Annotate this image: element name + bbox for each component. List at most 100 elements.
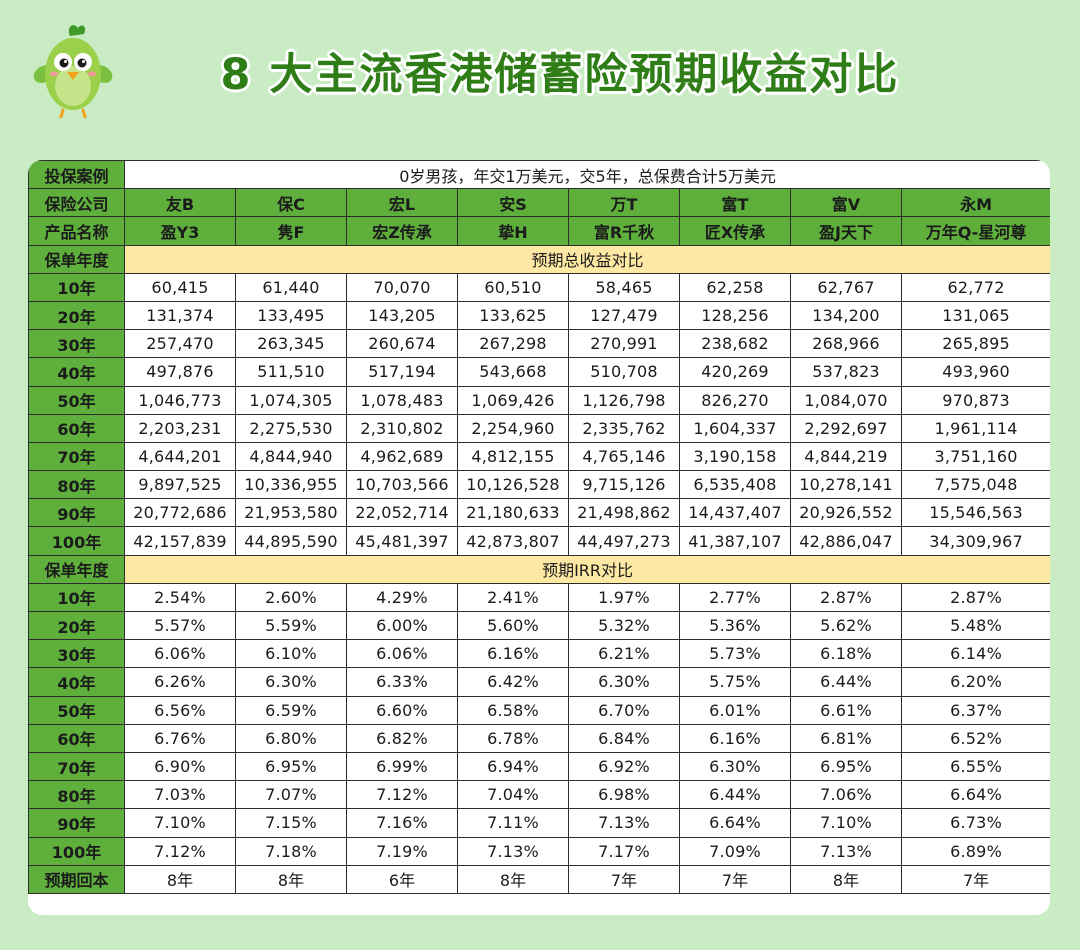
value-cell: 7.03% [124,780,236,810]
value-cell: 6.06% [346,639,458,669]
value-cell: 6.52% [900,723,1050,753]
total-section-header: 保单年度 预期总收益对比 [28,244,1050,274]
value-cell-highlight: 270,991 [568,329,680,359]
value-cell: 497,876 [124,357,236,387]
value-cell: 6.64% [900,780,1050,810]
year-cell: 90年 [28,498,125,528]
value-cell: 268,966 [790,329,902,359]
value-cell: 7.18% [235,836,347,866]
value-cell: 7.06% [790,780,902,810]
value-cell: 6.82% [346,723,458,753]
value-cell: 6.26% [124,667,236,697]
payback-cell: 7年 [568,864,680,894]
value-cell: 5.75% [679,667,791,697]
total-return-row: 70年 4,644,201 4,844,940 4,962,689 4,812,155 4… [28,441,1050,472]
irr-section-title: 预期IRR对比 [123,554,1050,584]
value-cell-highlight: 6.70% [568,695,680,725]
company-name: 宏L [346,188,458,218]
payback-row: 预期回本 8年 8年 6年 8年 7年 7年 8年 7年 [28,864,1050,894]
company-label: 保险公司 [28,188,125,218]
company-name: 富V [790,188,902,218]
total-return-row: 20年 131,374 133,495 143,205 133,625 127,479 12… [28,300,1050,331]
year-cell: 50年 [28,385,125,415]
year-cell: 50年 [28,695,125,725]
value-cell: 265,895 [900,329,1050,359]
value-cell: 6.58% [457,695,569,725]
value-cell: 1,604,337 [679,413,791,443]
value-cell: 7.07% [235,780,347,810]
year-cell: 40年 [28,357,125,387]
value-cell: 134,200 [790,300,902,331]
value-cell: 6.44% [679,780,791,810]
year-cell: 100年 [28,526,125,556]
irr-row: 80年 7.03% 7.07% 7.12% 7.04% 6.98% 6.44% 7.06% 6.… [28,780,1050,810]
value-cell: 2,254,960 [457,413,569,443]
value-cell: 6.95% [790,751,902,782]
value-cell: 2.77% [679,582,791,613]
year-cell: 80年 [28,780,125,810]
irr-row: 60年 6.76% 6.80% 6.82% 6.78% 6.84% 6.16% 6.81% 6.… [28,723,1050,753]
value-cell-highlight: 7.16% [346,808,458,838]
product-name: 盈J天下 [790,216,902,246]
case-row: 投保案例 0岁男孩，年交1万美元，交5年，总保费合计5万美元 [28,160,1050,190]
company-name: 永M [900,188,1050,218]
value-cell: 826,270 [679,385,791,415]
value-cell: 4,844,940 [235,441,347,472]
value-cell-highlight: 1,126,798 [568,385,680,415]
value-cell: 7.13% [790,836,902,866]
value-cell: 6.01% [679,695,791,725]
year-cell: 60年 [28,723,125,753]
value-cell: 5.57% [124,610,236,641]
irr-row: 70年 6.90% 6.95% 6.99% 6.94% 6.92% 6.30% 6.95% 6.… [28,751,1050,782]
year-label: 保单年度 [28,244,125,274]
value-cell: 6,535,408 [679,470,791,500]
year-cell: 90年 [28,808,125,838]
total-return-row: 30年 257,470 263,345 260,674 267,298 270,991 23… [28,329,1050,359]
value-cell: 60,510 [457,272,569,302]
value-cell: 1,069,426 [457,385,569,415]
value-cell: 1,084,070 [790,385,902,415]
value-cell: 5.60% [457,610,569,641]
value-cell: 6.37% [900,695,1050,725]
value-cell: 6.78% [457,723,569,753]
year-cell: 30年 [28,639,125,669]
value-cell: 21,180,633 [457,498,569,528]
value-cell: 510,708 [568,357,680,387]
value-cell: 5.36% [679,610,791,641]
value-cell: 61,440 [235,272,347,302]
value-cell: 6.42% [457,667,569,697]
value-cell-highlight: 2,335,762 [568,413,680,443]
value-cell: 7.12% [124,836,236,866]
value-cell: 7.11% [457,808,569,838]
payback-cell: 8年 [235,864,347,894]
value-cell: 6.76% [124,723,236,753]
value-cell: 6.33% [346,667,458,697]
value-cell-highlight: 543,668 [457,357,569,387]
value-cell: 41,387,107 [679,526,791,556]
value-cell: 60,415 [124,272,236,302]
value-cell: 6.20% [900,667,1050,697]
product-name: 盈Y3 [124,216,236,246]
value-cell: 5.62% [790,610,902,641]
value-cell: 7.15% [235,808,347,838]
irr-row: 90年 7.10% 7.15% 7.16% 7.11% 7.13% 6.64% 7.10% 6.… [28,808,1050,838]
payback-cell: 8年 [457,864,569,894]
value-cell: 7.10% [124,808,236,838]
value-cell-highlight: 6.21% [568,639,680,669]
value-cell: 20,926,552 [790,498,902,528]
value-cell: 62,767 [790,272,902,302]
value-cell: 62,258 [679,272,791,302]
product-name: 隽F [235,216,347,246]
value-cell: 42,157,839 [124,526,236,556]
value-cell: 42,873,807 [457,526,569,556]
value-cell: 2.87% [790,582,902,613]
company-name: 友B [124,188,236,218]
year-cell: 100年 [28,836,125,866]
value-cell: 3,190,158 [679,441,791,472]
value-cell: 238,682 [679,329,791,359]
value-cell: 6.59% [235,695,347,725]
value-cell: 6.94% [457,751,569,782]
payback-cell: 7年 [679,864,791,894]
payback-cell: 8年 [790,864,902,894]
value-cell: 4,812,155 [457,441,569,472]
